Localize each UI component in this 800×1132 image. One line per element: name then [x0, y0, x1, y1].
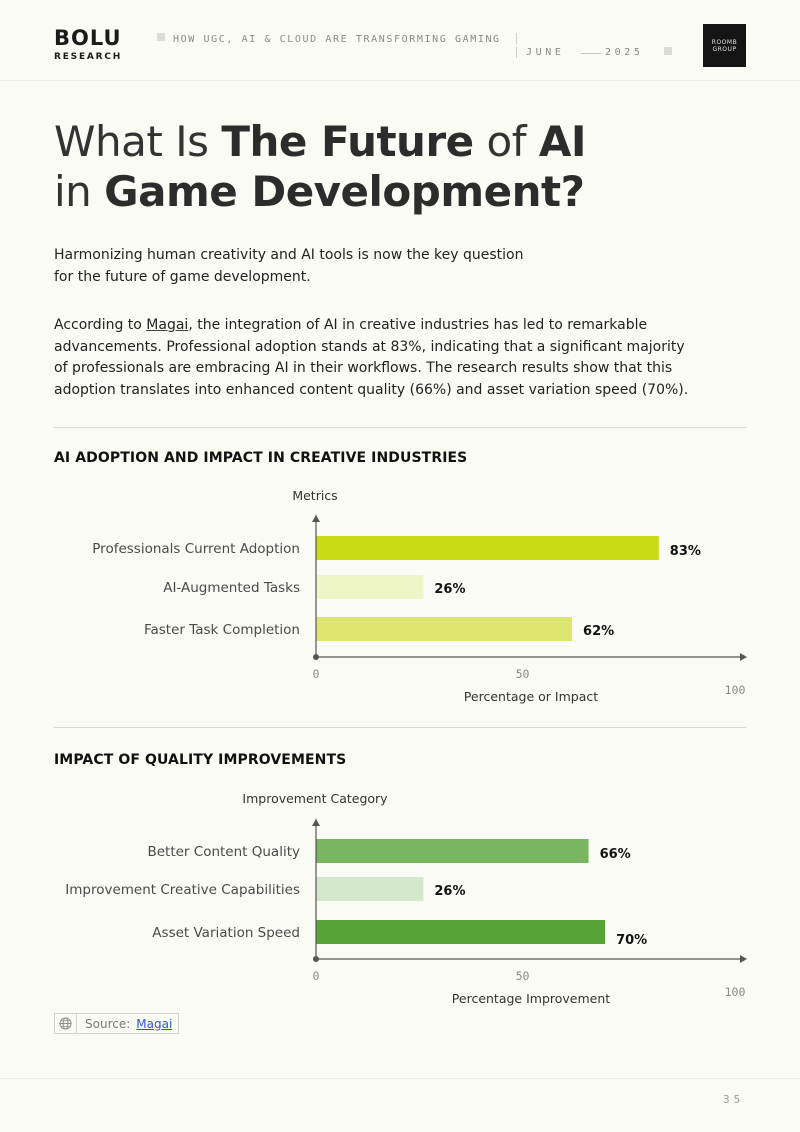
chart2-title: IMPACT OF QUALITY IMPROVEMENTS — [54, 752, 347, 768]
date-dash — [581, 53, 601, 54]
x-axis-title: Percentage Improvement — [452, 991, 610, 1006]
value-label: 83% — [670, 544, 701, 559]
partner-logo: ROOMB GROUP — [703, 24, 746, 67]
title-text: What Is — [54, 117, 222, 166]
brand-subtitle: RESEARCH — [54, 52, 123, 62]
page-number: 35 — [723, 1093, 745, 1106]
bar — [316, 877, 424, 901]
value-label: 66% — [600, 847, 631, 862]
category-label: Improvement Creative Capabilities — [65, 882, 300, 898]
x-tick-label: 50 — [516, 969, 530, 983]
body-line: adoption translates into enhanced conten… — [54, 381, 689, 398]
title-text: in — [54, 167, 105, 216]
value-label: 26% — [434, 884, 465, 899]
y-axis-title: Metrics — [292, 488, 337, 503]
category-label: Professionals Current Adoption — [92, 541, 300, 557]
x-axis-title: Percentage or Impact — [464, 689, 598, 704]
title-text-bold: Game Development? — [104, 167, 585, 216]
x-tick-label: 50 — [516, 667, 530, 681]
x-axis-arrow — [740, 653, 747, 661]
globe-icon — [55, 1014, 77, 1033]
x-tick-label: 0 — [313, 969, 320, 983]
body-line: of professionals are embracing AI in the… — [54, 360, 673, 376]
page-title: What Is The Future of AI in Game Develop… — [54, 117, 587, 217]
category-label: Faster Task Completion — [144, 622, 300, 638]
report-month: JUNE — [526, 47, 565, 58]
bar — [316, 536, 659, 560]
body-text: According to — [54, 317, 147, 333]
category-label: Asset Variation Speed — [152, 925, 300, 941]
report-title: HOW UGC, AI & CLOUD ARE TRANSFORMING GAM… — [173, 34, 501, 45]
value-label: 70% — [616, 933, 647, 948]
title-text: of — [473, 117, 539, 166]
footer-divider — [0, 1078, 800, 1079]
header-separator — [516, 33, 517, 44]
y-axis-title: Improvement Category — [242, 791, 388, 806]
source-link[interactable]: Magai — [136, 1016, 173, 1031]
x-tick-label: 0 — [313, 667, 320, 681]
bar — [316, 575, 424, 599]
bar — [316, 617, 573, 641]
partner-logo-line2: GROUP — [712, 46, 737, 53]
body-line: advancements. Professional adoption stan… — [54, 338, 685, 355]
intro-line: Harmonizing human creativity and AI tool… — [54, 247, 524, 263]
chart2-svg: Improvement Category Better Content Quali… — [65, 791, 747, 1006]
x-tick-label: 100 — [725, 683, 746, 697]
source-box: Source: Magai — [54, 1013, 179, 1034]
title-text-bold: AI — [538, 117, 587, 166]
y-axis-arrow — [312, 515, 320, 522]
y-axis-arrow — [312, 819, 320, 826]
x-tick-label: 100 — [725, 985, 746, 999]
value-label: 62% — [583, 624, 614, 639]
header-square-icon — [664, 47, 672, 55]
header-square-icon — [157, 33, 165, 41]
axis-origin — [313, 956, 319, 962]
intro-paragraph: Harmonizing human creativity and AI tool… — [54, 245, 523, 288]
chart1-svg: Metrics Professionals Current Adoption 83%… — [92, 488, 747, 704]
x-axis-arrow — [740, 955, 747, 963]
section-divider — [54, 727, 746, 728]
brand-logo: BOLU — [54, 26, 122, 50]
partner-logo-line1: ROOMB — [711, 39, 738, 46]
intro-line: for the future of game development. — [54, 268, 311, 285]
source-label: Source: — [85, 1016, 131, 1031]
header-divider — [0, 80, 800, 81]
section-divider — [54, 427, 746, 428]
bar — [316, 920, 606, 944]
report-year: 2025 — [605, 47, 644, 58]
value-label: 26% — [434, 582, 465, 597]
body-paragraph: According to Magai, the integration of A… — [54, 315, 688, 401]
axis-origin — [313, 654, 319, 660]
header-separator — [516, 47, 517, 58]
bar — [316, 839, 589, 863]
category-label: Better Content Quality — [147, 844, 300, 860]
body-text: , the integration of AI in creative indu… — [188, 317, 648, 333]
chart1-title: AI ADOPTION AND IMPACT IN CREATIVE INDUS… — [54, 450, 468, 466]
category-label: AI-Augmented Tasks — [163, 580, 300, 596]
title-text-bold: The Future — [221, 117, 474, 166]
magai-link[interactable]: Magai — [146, 317, 189, 333]
